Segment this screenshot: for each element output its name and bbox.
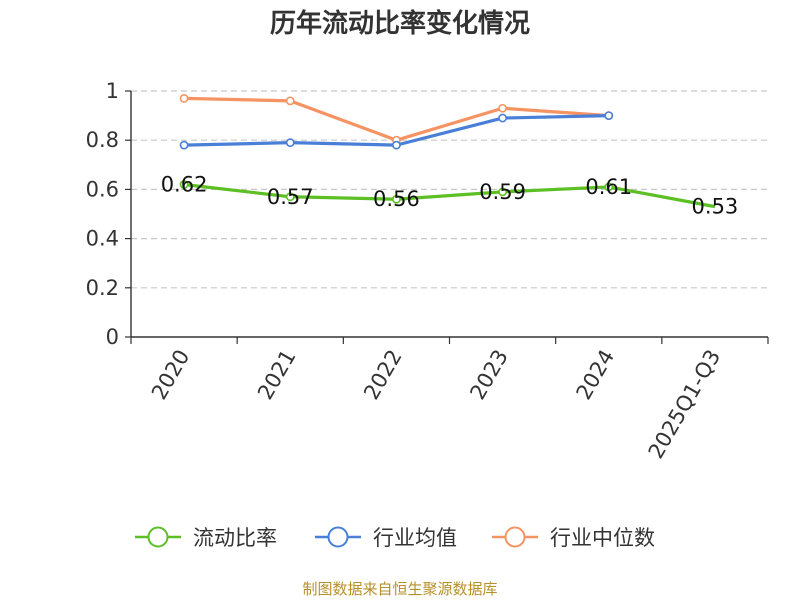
x-tick-label: 2025Q1-Q3 xyxy=(644,346,726,463)
legend-marker xyxy=(504,526,526,548)
data-point xyxy=(179,180,189,189)
data-label: 0.62 xyxy=(161,172,208,196)
series-line-0 xyxy=(183,182,716,209)
series-line-2 xyxy=(184,96,609,142)
data-point xyxy=(604,182,614,192)
data-point xyxy=(392,194,401,204)
x-tick-label: 2020 xyxy=(147,346,195,404)
data-point xyxy=(285,138,295,148)
data-point xyxy=(179,140,189,150)
x-tick-label: 2024 xyxy=(572,346,620,404)
data-label: 0.61 xyxy=(585,175,632,199)
data-label: 0.53 xyxy=(692,195,739,219)
data-point xyxy=(498,103,507,113)
data-labels: 0.62 0.57 0.56 0.59 0.61 0.53 xyxy=(161,172,739,218)
data-label: 0.56 xyxy=(373,187,420,211)
data-point xyxy=(285,192,295,202)
grid-lines xyxy=(131,90,768,289)
y-tick-label: 0.6 xyxy=(86,177,119,201)
series xyxy=(179,93,716,209)
legend-label: 行业中位数 xyxy=(550,526,655,550)
legend-label: 行业均值 xyxy=(373,526,457,550)
data-point xyxy=(285,96,295,106)
legend-marker xyxy=(327,526,349,548)
data-point xyxy=(179,93,189,103)
legend-label: 流动比率 xyxy=(193,526,277,550)
legend: 流动比率 行业均值 行业中位数 xyxy=(135,526,655,550)
x-tick-label: 2023 xyxy=(465,346,513,404)
chart-title: 历年流动比率变化情况 xyxy=(270,8,530,39)
y-tick-label: 0.2 xyxy=(86,276,119,300)
source-note: 制图数据来自恒生聚源数据库 xyxy=(302,580,497,598)
x-tick-label: 2021 xyxy=(253,346,301,404)
x-tick-label: 2022 xyxy=(359,346,407,404)
y-tick-label: 0.8 xyxy=(86,128,119,152)
data-point xyxy=(392,140,401,150)
data-point xyxy=(604,111,614,120)
y-tick-label: 1 xyxy=(106,79,119,103)
data-point xyxy=(498,187,507,197)
legend-marker xyxy=(147,526,169,548)
y-tick-label: 0 xyxy=(106,325,119,349)
data-label: 0.57 xyxy=(267,185,314,209)
data-point xyxy=(498,113,507,123)
data-label: 0.59 xyxy=(479,180,526,204)
y-tick-label: 0.4 xyxy=(86,227,119,251)
